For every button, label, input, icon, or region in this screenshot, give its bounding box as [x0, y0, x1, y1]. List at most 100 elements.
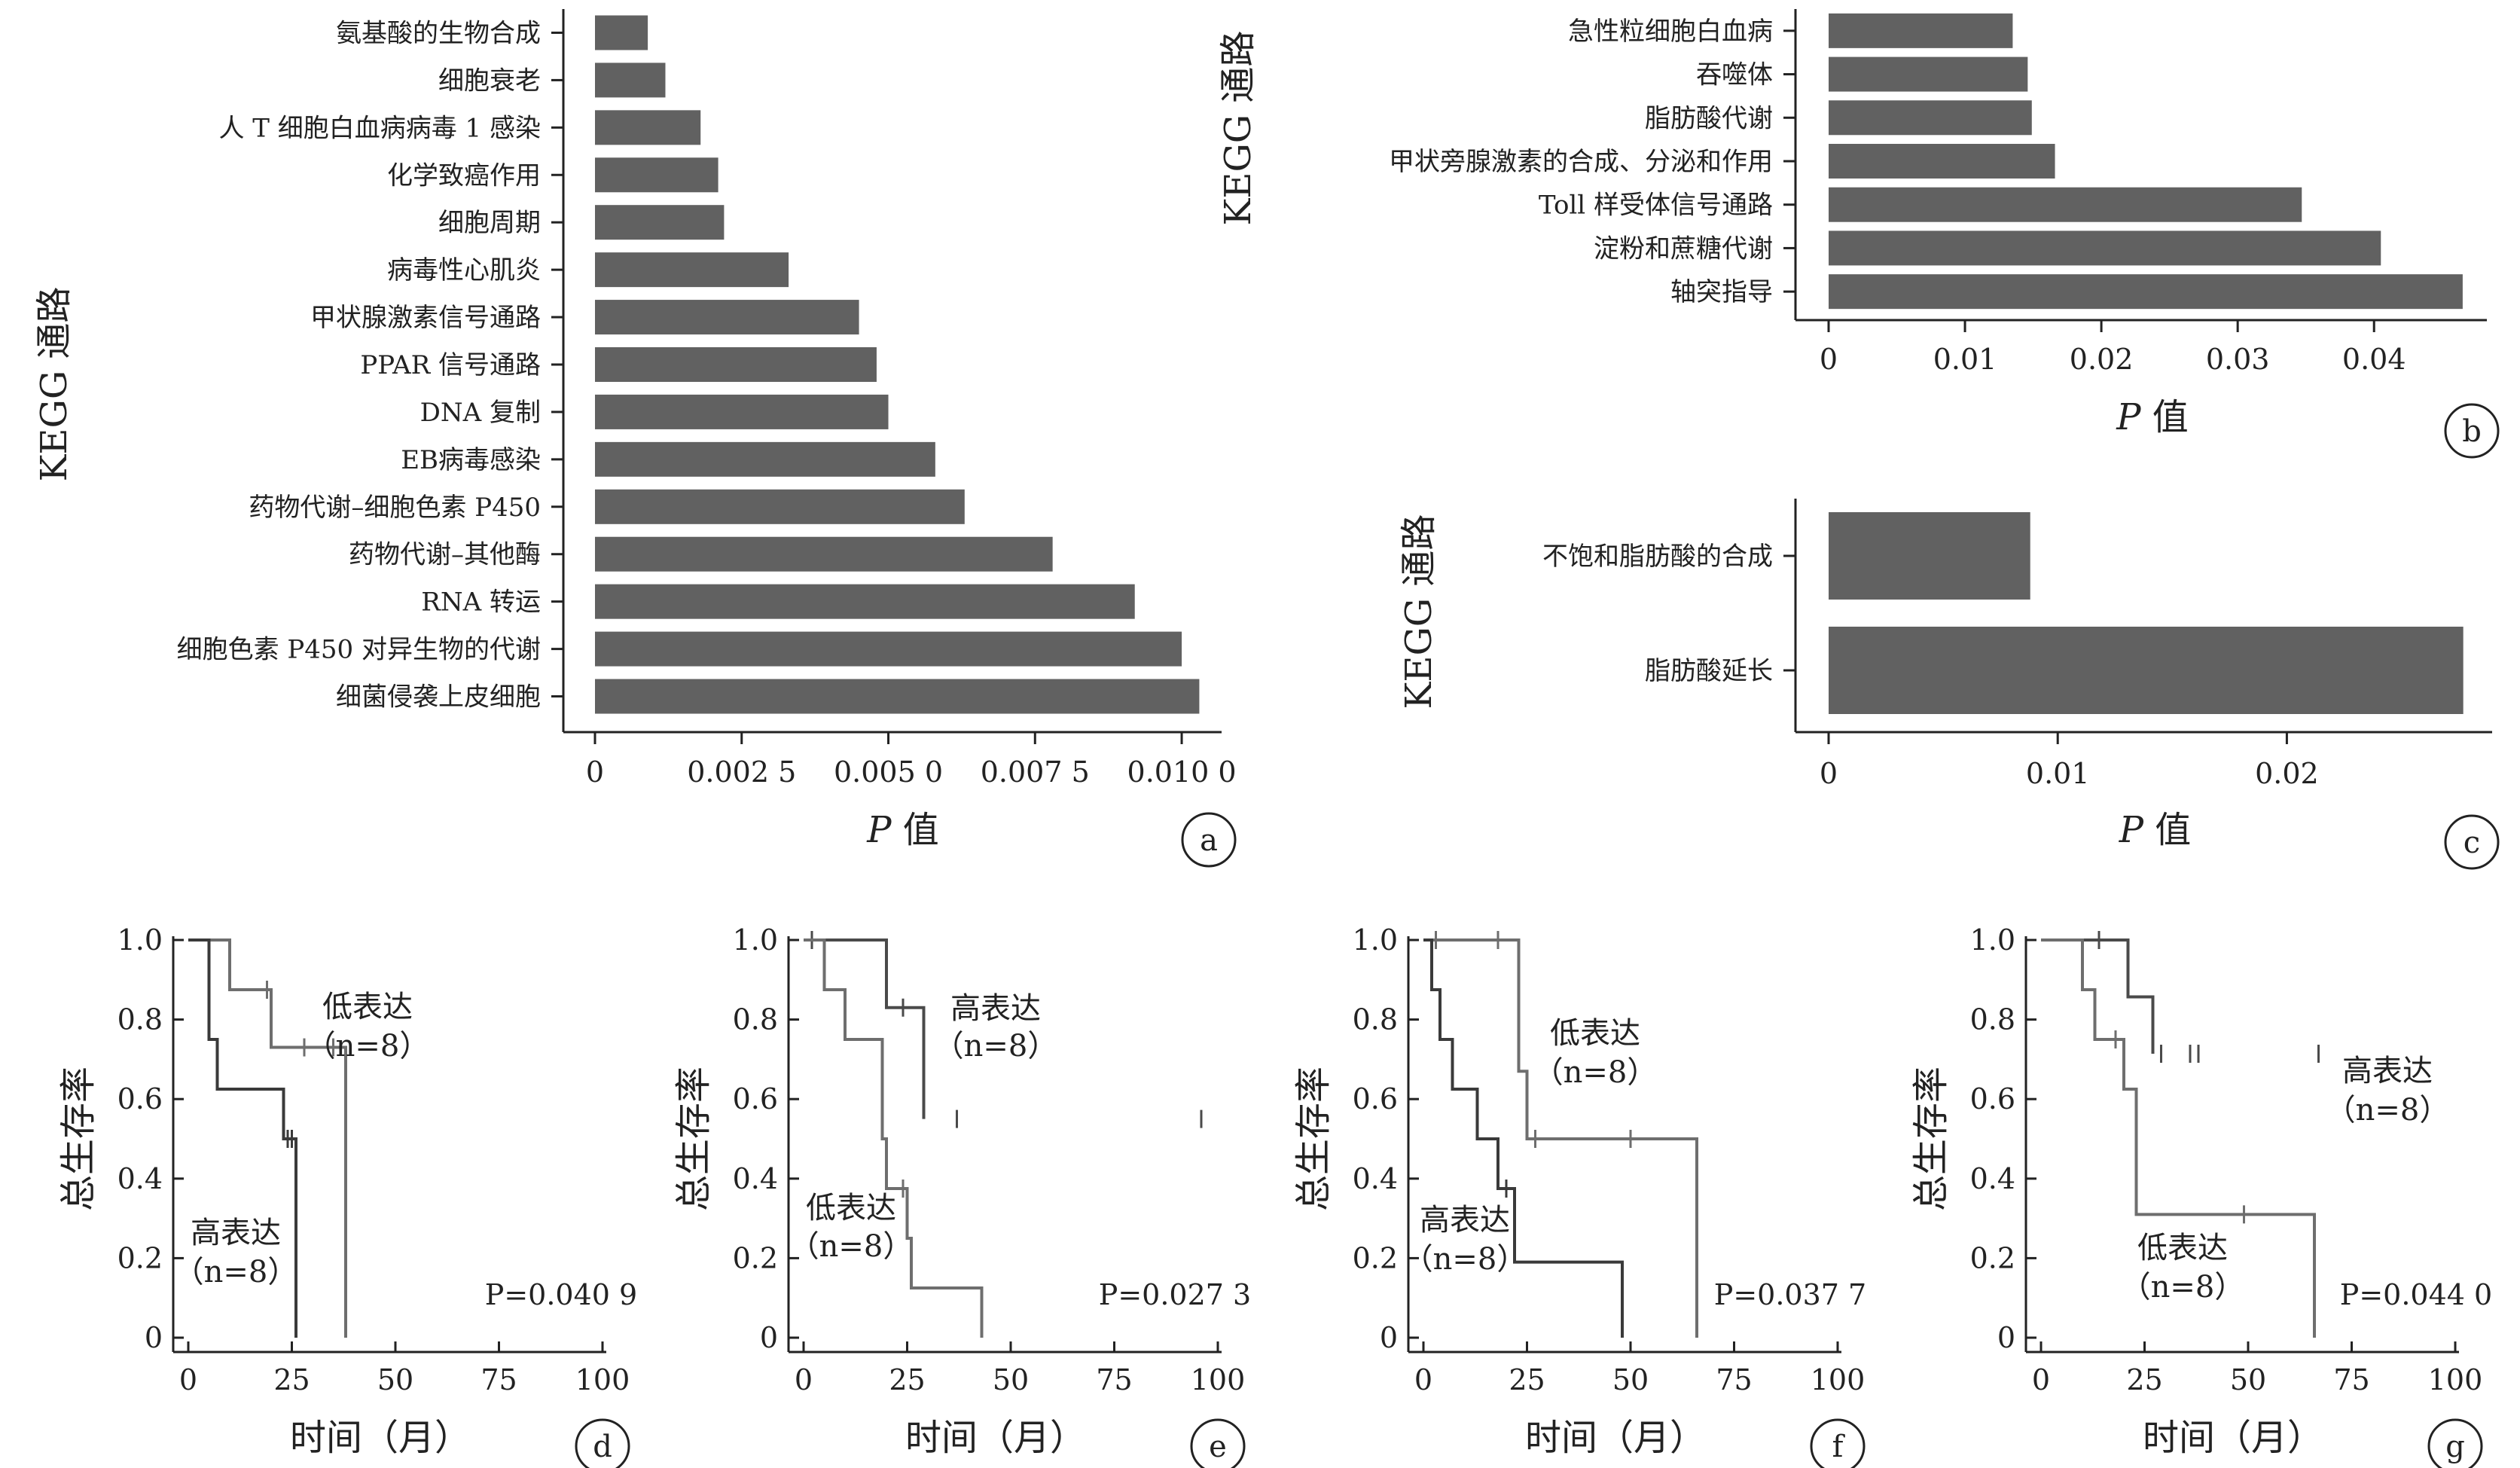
bar: [1829, 187, 2302, 222]
y-tick-label: 0.4: [733, 1162, 778, 1195]
panel-label: b: [2462, 414, 2482, 449]
y-tick-label: 0: [1997, 1321, 2015, 1354]
category-label: PPAR 信号通路: [360, 350, 541, 380]
x-tick-label: 25: [1509, 1363, 1545, 1396]
category-label: DNA 复制: [420, 398, 541, 428]
x-tick-label: 50: [2230, 1363, 2266, 1396]
p-value-label: P=0.027 3: [1099, 1278, 1251, 1311]
group-n-label: （n=8）: [2326, 1093, 2450, 1128]
panel-label: c: [2464, 826, 2480, 860]
bar: [595, 15, 648, 50]
category-label: RNA 转运: [421, 588, 541, 618]
panel-label: f: [1832, 1430, 1846, 1464]
y-tick-label: 1.0: [1970, 923, 2015, 957]
category-label: 细胞色素 P450 对异生物的代谢: [177, 635, 541, 665]
x-tick-label: 0.01: [1933, 343, 1997, 376]
category-label: 氨基酸的生物合成: [336, 18, 541, 48]
y-tick-label: 0.2: [1970, 1241, 2015, 1274]
km-chart-d: 0 0.2 0.4 0.6 0.8 1.0 0 25 50 75 100 时间（月） 总生存率 低表达 （n…: [57, 923, 637, 1468]
survival-curve: [804, 938, 984, 1338]
y-tick-label: 0.4: [1353, 1162, 1398, 1195]
x-tick-label: 100: [2428, 1363, 2483, 1396]
x-axis-label-italic: P: [866, 809, 892, 851]
category-label: 甲状旁腺激素的合成、分泌和作用: [1389, 147, 1773, 177]
panel-label-circle: [2444, 403, 2500, 459]
km-chart-g: 0 0.2 0.4 0.6 0.8 1.0 0 25 50 75 100 时间（月） 总生存率 高表达 （n…: [1910, 923, 2492, 1468]
survival-curve: [1423, 938, 1698, 1338]
x-tick-label: 75: [2333, 1363, 2369, 1396]
x-tick-label: 0.04: [2342, 343, 2406, 376]
bar: [1829, 100, 2032, 136]
x-tick-label: 100: [575, 1363, 630, 1396]
x-tick-label: 50: [993, 1363, 1029, 1396]
y-tick-label: 0.2: [733, 1241, 778, 1274]
category-label: EB病毒感染: [401, 445, 541, 475]
y-axis-label: KEGG 通路: [1217, 31, 1259, 226]
y-tick-label: 0: [145, 1321, 163, 1354]
x-axis-label: 时间（月）: [2143, 1417, 2323, 1459]
y-axis-label: 总生存率: [673, 1067, 715, 1211]
panel-label: a: [1200, 823, 1218, 858]
x-tick-label: 0.010 0: [1127, 755, 1237, 789]
y-tick-label: 0.6: [1970, 1082, 2015, 1115]
group-label: 高表达: [1420, 1203, 1510, 1238]
bar: [595, 679, 1200, 714]
group-label: 低表达: [2137, 1231, 2228, 1265]
bar: [595, 536, 1053, 572]
x-tick-label: 50: [1612, 1363, 1649, 1396]
y-axis-label: KEGG 通路: [33, 287, 75, 482]
category-label: 药物代谢–细胞色素 P450: [249, 493, 541, 523]
bar: [595, 489, 965, 524]
panel-label-circle: [2427, 1418, 2483, 1468]
x-axis-label-italic: P: [2119, 809, 2144, 851]
x-tick-label: 0: [2032, 1363, 2050, 1396]
bar: [1829, 230, 2381, 266]
category-label: 人 T 细胞白血病病毒 1 感染: [218, 113, 541, 143]
km-chart-e: 00.20.40.60.81.00 25 50 75 100时间（月）总生存率高表达（n…: [673, 923, 1251, 1468]
p-value-label: P=0.040 9: [485, 1278, 637, 1311]
bar: [595, 63, 666, 98]
group-label: 高表达: [2342, 1054, 2433, 1088]
bar: [595, 441, 935, 477]
group-n-label: （n=8）: [174, 1255, 298, 1289]
y-tick-label: 0.2: [1353, 1241, 1398, 1274]
y-tick-label: 0.8: [733, 1003, 778, 1036]
category-label: Toll 样受体信号通路: [1539, 191, 1773, 221]
panel-label-circle: [1181, 812, 1237, 868]
y-tick-label: 0.8: [117, 1003, 163, 1036]
y-tick-label: 0.8: [1970, 1003, 2015, 1036]
x-tick-label: 0: [586, 755, 604, 789]
y-tick-label: 0: [1380, 1321, 1398, 1354]
survival-curve: [188, 938, 297, 1338]
y-axis-label: 总生存率: [1910, 1067, 1952, 1211]
x-tick-label: 100: [1811, 1363, 1866, 1396]
survival-curve: [2041, 938, 2155, 1054]
x-tick-label: 75: [1716, 1363, 1752, 1396]
x-tick-label: 0: [1414, 1363, 1432, 1396]
x-tick-label: 0.02: [2070, 343, 2134, 376]
y-tick-label: 1.0: [733, 923, 778, 957]
bar: [595, 584, 1135, 619]
bar: [1829, 13, 2013, 48]
y-axis-label: 总生存率: [1292, 1067, 1335, 1211]
y-tick-label: 0.8: [1353, 1003, 1398, 1036]
bar: [595, 110, 701, 145]
category-label: 细胞周期: [438, 208, 541, 238]
group-label: 高表达: [950, 991, 1041, 1026]
survival-curve: [1423, 938, 1624, 1338]
bar: [595, 300, 859, 335]
x-axis-label: 时间（月）: [290, 1417, 471, 1459]
x-axis-label: P 值: [2116, 396, 2189, 438]
category-label: 急性粒细胞白血病: [1568, 17, 1773, 47]
bar: [595, 205, 725, 240]
x-tick-label: 50: [377, 1363, 413, 1396]
p-value-label: P=0.044 0: [2340, 1278, 2492, 1311]
bar: [595, 347, 877, 382]
group-n-label: （n=8）: [1403, 1242, 1527, 1277]
group-n-label: （n=8）: [789, 1229, 914, 1264]
x-axis-label-rest: 值: [2141, 396, 2189, 438]
category-label: 化学致癌作用: [387, 160, 541, 191]
group-label: 高表达: [191, 1216, 281, 1250]
y-tick-label: 1.0: [117, 923, 163, 957]
